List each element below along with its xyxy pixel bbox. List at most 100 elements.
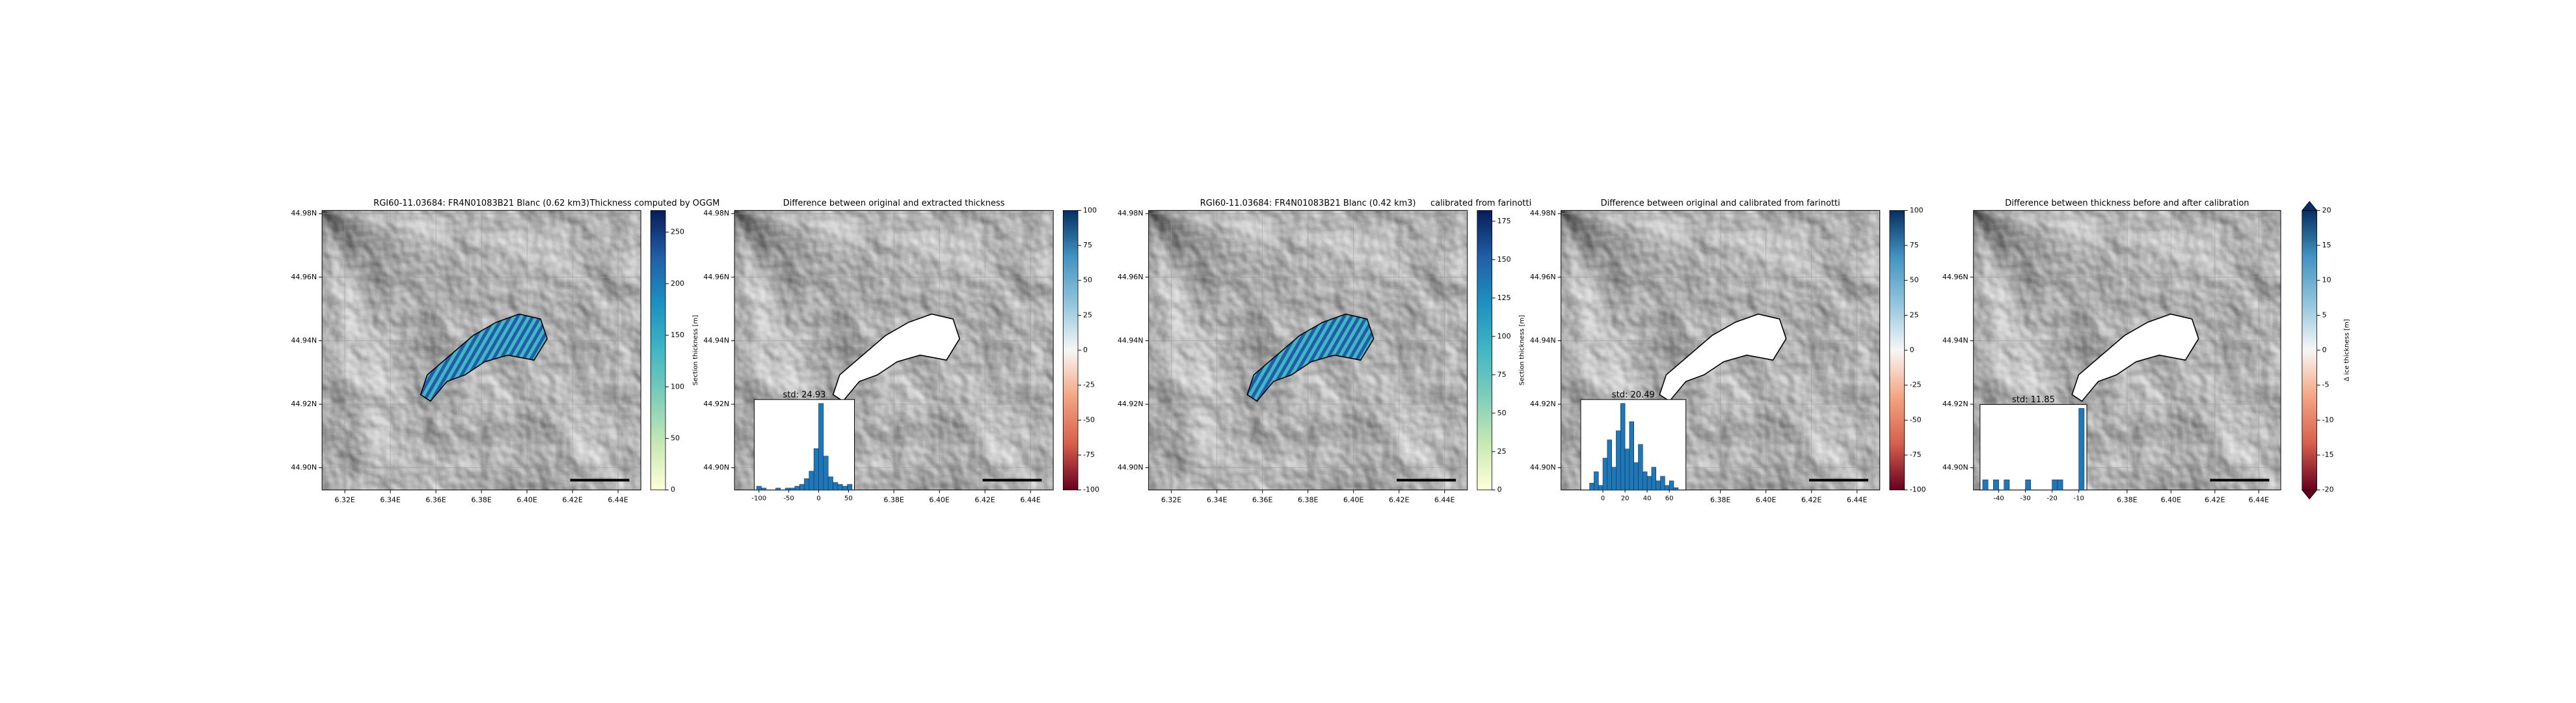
inset-title: std: 20.49 [1612, 390, 1655, 400]
histogram-bar [1629, 421, 1634, 491]
histogram-bar [785, 488, 790, 491]
colorbar-label: Section thickness [m] [1519, 315, 1526, 385]
colorbar-tick-label: 50 [1083, 276, 1092, 284]
y-tick-label: 44.94N [291, 336, 317, 344]
colorbar [1062, 210, 1079, 491]
colorbar-tick-label: -25 [1910, 381, 1922, 389]
histogram-bar [1643, 471, 1648, 491]
histogram-bar [1638, 444, 1643, 491]
x-tick-label: 6.40E [2161, 496, 2181, 504]
y-tick-label: 44.98N [1118, 209, 1144, 217]
colorbar [650, 210, 666, 491]
colorbar-tick-label: 150 [1497, 255, 1511, 264]
colorbar-tick-label: 0 [1910, 346, 1914, 354]
histogram-bar [2057, 479, 2063, 491]
y-tick-label: 44.92N [1118, 400, 1144, 408]
map-title: RGI60-11.03684: FR4N01083B21 Blanc (0.62… [373, 199, 589, 208]
colorbar-tick-label: 0 [1083, 346, 1088, 354]
colorbar-tick-label: 25 [1910, 310, 1919, 319]
inset-x-tick-label: 0 [816, 495, 820, 503]
y-tick-label: 44.90N [1118, 463, 1144, 472]
colorbar-tick-label: -25 [1083, 381, 1095, 389]
histogram-bar [1602, 458, 1608, 491]
inset-x-tick-label: -100 [751, 495, 766, 503]
colorbar-tick-label: 0 [1497, 486, 1502, 494]
colorbar-extend [2301, 200, 2318, 211]
inset-title: std: 11.85 [2012, 395, 2055, 405]
histogram-bar [809, 471, 814, 491]
histogram-bar [1982, 479, 1989, 491]
colorbar [2301, 210, 2318, 491]
x-tick-label: 6.44E [1020, 496, 1040, 504]
x-tick-label: 6.34E [1207, 496, 1227, 504]
histogram-bar [1620, 403, 1626, 491]
map-title: Difference between thickness before and … [2005, 199, 2249, 208]
map-frame [321, 210, 641, 491]
colorbar [1889, 210, 1905, 491]
y-tick-label: 44.98N [1530, 209, 1556, 217]
histogram-bar [1616, 430, 1621, 491]
colorbar-label: Δ ice thickness [m] [2344, 319, 2351, 381]
map-panel: 6.38E 6.40E 6.42E 6.44E 44.90N 44.92N 44.94N 44… [1530, 199, 1926, 504]
histogram-bar [1624, 448, 1630, 491]
x-tick-label: 6.44E [1847, 496, 1867, 504]
map-subtitle: calibrated from farinotti [1430, 199, 1531, 208]
glacier-outline [1246, 313, 1375, 402]
colorbar-tick-label: -75 [1910, 450, 1922, 459]
y-tick-label: 44.92N [1530, 400, 1556, 408]
colorbar-tick-label: 175 [1497, 217, 1511, 225]
histogram-bar [1993, 479, 1999, 491]
x-tick-label: 6.40E [1343, 496, 1363, 504]
map-area [1148, 210, 1468, 490]
y-tick-label: 44.94N [703, 336, 729, 344]
colorbar-tick-label: 50 [1910, 276, 1919, 284]
colorbar-tick-label: 75 [1910, 241, 1919, 249]
y-tick-label: 44.92N [291, 400, 317, 408]
histogram-bar [2004, 479, 2010, 491]
colorbar-tick-label: 150 [671, 331, 684, 339]
y-tick-label: 44.92N [1942, 400, 1968, 408]
histogram-bar [794, 486, 800, 491]
colorbar-tick-label: 75 [1497, 370, 1507, 379]
y-tick-label: 44.90N [1942, 463, 1968, 472]
y-tick-label: 44.96N [1118, 273, 1144, 281]
colorbar-tick-label: -100 [1910, 486, 1926, 494]
inset-x-tick-label: -10 [2074, 495, 2084, 503]
histogram-bar [2052, 479, 2058, 491]
histogram-bar [1589, 482, 1594, 491]
histogram-bar [1646, 476, 1652, 491]
x-tick-label: 6.42E [2205, 496, 2225, 504]
histogram-bar [818, 403, 824, 491]
map-subtitle: Thickness computed by OGGM [589, 199, 720, 208]
colorbar-tick-label: -20 [2322, 486, 2334, 494]
colorbar-tick-label: 100 [1497, 332, 1511, 340]
y-tick-label: 44.96N [291, 273, 317, 281]
colorbar-tick-label: 100 [1910, 206, 1924, 214]
y-tick-label: 44.94N [1942, 336, 1968, 344]
histogram-bar [1598, 485, 1603, 491]
x-tick-label: 6.36E [425, 496, 446, 504]
histogram-bar [1651, 467, 1657, 491]
inset-x-tick-label: 50 [844, 495, 853, 503]
colorbar-tick-label: 15 [2322, 241, 2331, 249]
glacier-outline [420, 313, 548, 402]
inset-x-tick-label: -30 [2020, 495, 2030, 503]
inset-title: std: 24.93 [783, 390, 826, 400]
y-tick-label: 44.90N [291, 463, 317, 472]
histogram-bar [1607, 439, 1612, 491]
y-tick-label: 44.96N [703, 273, 729, 281]
glacier-outline [2071, 313, 2199, 402]
x-tick-label: 6.34E [380, 496, 400, 504]
y-tick-label: 44.94N [1530, 336, 1556, 344]
colorbar-tick-label: 250 [671, 228, 684, 236]
map-panel: 6.38E 6.40E 6.42E 6.44E 44.90N 44.92N 44.94N 44… [1942, 199, 2351, 504]
x-tick-label: 6.44E [608, 496, 628, 504]
glacier-outline [832, 313, 961, 402]
histogram-bar [804, 478, 810, 491]
glacier-outline [1659, 313, 1787, 402]
x-tick-label: 6.40E [1756, 496, 1776, 504]
histogram-bar [790, 488, 796, 491]
histogram-bar [823, 456, 829, 491]
x-tick-label: 6.44E [2249, 496, 2269, 504]
